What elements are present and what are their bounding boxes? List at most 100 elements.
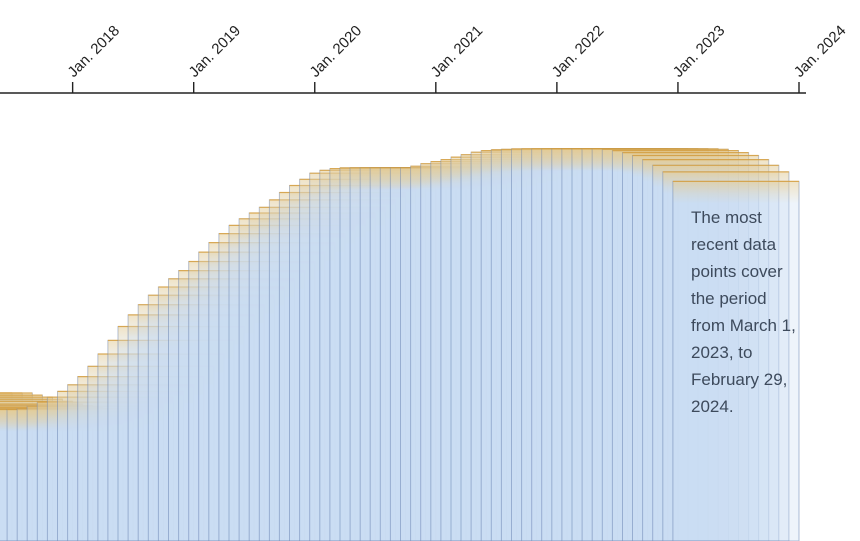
bar-body <box>410 165 538 541</box>
bar <box>571 148 699 541</box>
x-tick-label: Jan. 2020 <box>307 22 366 81</box>
bar-body <box>309 172 437 541</box>
bar <box>531 148 659 541</box>
annotation-line: from March 1, <box>691 316 796 335</box>
x-tick-label: Jan. 2021 <box>428 22 487 81</box>
bar-body <box>188 261 316 541</box>
bar <box>601 148 729 541</box>
annotation-line: the period <box>691 289 767 308</box>
x-tick-label: Jan. 2024 <box>791 22 850 81</box>
bar-body <box>531 148 659 541</box>
bar-body <box>218 233 346 541</box>
bar <box>117 325 245 541</box>
bar-body <box>622 152 750 541</box>
annotation-line: The most <box>691 208 762 227</box>
annotation-line: February 29, <box>691 370 788 389</box>
x-axis: Jan. 2018 Jan. 2019 Jan. 2020 Jan. 2021 Jan.… <box>0 22 850 94</box>
bar-body <box>278 192 406 541</box>
bar-body <box>400 167 528 541</box>
bar-body <box>460 154 588 541</box>
bar-body <box>611 150 740 541</box>
bar-body <box>46 396 174 541</box>
annotation-line: recent data <box>691 235 777 254</box>
bar-body <box>228 224 356 541</box>
bar-body <box>67 384 195 541</box>
bar <box>339 167 467 541</box>
bar-body <box>551 148 679 541</box>
bar <box>268 199 396 541</box>
bar-body <box>77 376 205 541</box>
bar-body <box>601 148 729 541</box>
bar-body <box>319 169 447 541</box>
bar-body <box>57 390 185 541</box>
bar <box>672 180 800 541</box>
bar-top-band <box>672 181 799 204</box>
bar <box>228 224 356 541</box>
bar-body <box>268 199 396 541</box>
bar <box>551 148 679 541</box>
bar <box>541 148 669 541</box>
bar-body <box>500 148 628 541</box>
bar-body <box>632 155 760 541</box>
bar-body <box>591 148 719 541</box>
bar-body <box>289 185 417 541</box>
bar <box>87 365 215 541</box>
bar-body <box>511 148 639 541</box>
bar-body <box>389 167 517 541</box>
chart-annotation: The most recent data points cover the pe… <box>691 204 811 420</box>
bar <box>662 171 790 541</box>
bar <box>511 148 639 541</box>
annotation-line: 2023, to <box>691 343 753 362</box>
bar-body <box>470 151 598 541</box>
x-tick-label: Jan. 2018 <box>64 22 123 81</box>
bar <box>440 159 568 541</box>
bar-body <box>652 164 780 541</box>
bar-body <box>248 212 376 541</box>
bar-body <box>137 304 265 541</box>
annotation-line: 2024. <box>691 397 734 416</box>
bar-body <box>490 149 618 541</box>
bar-body <box>258 206 386 541</box>
bar <box>561 148 689 541</box>
plot-area <box>0 148 800 541</box>
bar-body <box>97 353 225 541</box>
bar <box>329 168 457 541</box>
bar-body <box>147 294 275 541</box>
bar-body <box>369 167 497 541</box>
bar-body <box>87 365 215 541</box>
bar-body <box>642 159 770 541</box>
bar <box>218 233 346 541</box>
bar-body <box>420 163 548 541</box>
bar-body <box>117 326 245 541</box>
bar-body <box>379 167 507 541</box>
bar-body <box>107 339 235 541</box>
bar <box>258 206 386 541</box>
bar-body <box>238 218 366 541</box>
bar-body <box>339 167 467 541</box>
bar-body <box>581 148 709 541</box>
bar <box>127 314 255 541</box>
bar-body <box>329 168 457 541</box>
bar <box>248 212 376 541</box>
bar-body <box>521 148 649 541</box>
bar-body <box>672 180 800 541</box>
bar-body <box>36 401 164 541</box>
bar-body <box>480 150 608 541</box>
bar-body <box>208 242 336 541</box>
annotation-line: points cover <box>691 262 783 281</box>
bar-body <box>450 156 578 541</box>
x-tick-label: Jan. 2022 <box>549 22 608 81</box>
bar-body <box>299 178 427 541</box>
bar <box>622 152 750 541</box>
bar-body <box>430 161 558 541</box>
bar-body <box>541 148 669 541</box>
bar-body <box>178 270 306 541</box>
bar-body <box>571 148 699 541</box>
bar <box>289 184 417 541</box>
bar-body <box>561 148 689 541</box>
x-tick-label: Jan. 2023 <box>670 22 729 81</box>
bar-body <box>662 171 790 541</box>
bar-body <box>127 314 255 541</box>
bar-body <box>349 167 477 541</box>
